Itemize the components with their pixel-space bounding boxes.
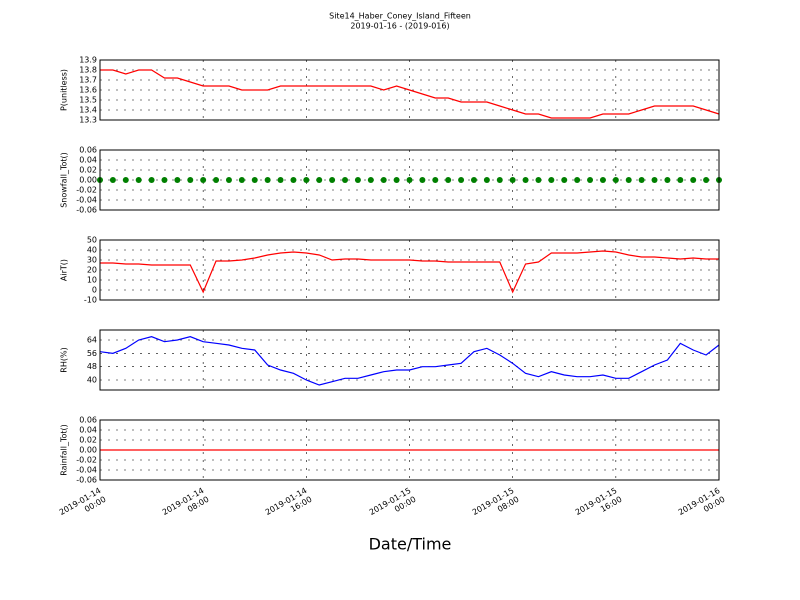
data-point <box>483 177 490 183</box>
y-tick-label: 0.04 <box>79 426 97 435</box>
y-tick-label: 13.8 <box>79 66 97 75</box>
data-point <box>161 177 168 183</box>
data-point <box>432 177 439 183</box>
y-tick-label: 0 <box>92 286 97 295</box>
y-tick-label: -0.04 <box>76 196 97 205</box>
data-point <box>380 177 387 183</box>
data-point <box>200 177 207 183</box>
data-point <box>277 177 284 183</box>
data-point <box>316 177 323 183</box>
data-point <box>522 177 529 183</box>
data-point <box>290 177 297 183</box>
y-tick-label: -0.04 <box>76 466 97 475</box>
data-point <box>703 177 710 183</box>
y-tick-label: 48 <box>87 362 97 371</box>
data-point <box>690 177 697 183</box>
data-point <box>238 177 245 183</box>
y-tick-label: 40 <box>87 376 97 385</box>
data-point <box>548 177 555 183</box>
y-tick-label: 40 <box>87 246 97 255</box>
data-point <box>496 177 503 183</box>
data-point <box>213 177 220 183</box>
y-tick-label: 0.06 <box>79 416 97 425</box>
y-tick-label: 0.02 <box>79 166 97 175</box>
y-tick-label: 50 <box>87 236 97 245</box>
data-point <box>445 177 452 183</box>
data-point <box>638 177 645 183</box>
y-axis-label: Snowfall_Tot() <box>60 152 69 208</box>
data-point <box>535 177 542 183</box>
data-point <box>225 177 232 183</box>
y-tick-label: 56 <box>87 349 97 358</box>
data-point <box>342 177 349 183</box>
axes-frame <box>99 419 720 481</box>
y-tick-label: 13.7 <box>79 76 97 85</box>
data-point <box>677 177 684 183</box>
data-line <box>100 69 720 119</box>
x-axis-label: Date/Time <box>369 535 452 554</box>
data-point <box>393 177 400 183</box>
data-point <box>251 177 258 183</box>
y-tick-label: 20 <box>87 266 97 275</box>
y-axis-label: P(unitless) <box>60 69 69 111</box>
data-point <box>458 177 465 183</box>
data-point <box>419 177 426 183</box>
data-point <box>574 177 581 183</box>
chart-subtitle: 2019-01-16 - (2019-016) <box>350 22 449 31</box>
data-point <box>406 177 413 183</box>
y-tick-label: 10 <box>87 276 97 285</box>
y-axis-label: Rainfall_Tot() <box>60 424 69 476</box>
data-point <box>174 177 181 183</box>
axes-frame <box>99 329 720 391</box>
data-point <box>187 177 194 183</box>
y-tick-label: -0.06 <box>76 476 97 485</box>
y-tick-label: 0.00 <box>79 446 97 455</box>
axes-frame <box>99 59 720 121</box>
data-point <box>561 177 568 183</box>
y-tick-label: -0.02 <box>76 186 97 195</box>
data-point <box>329 177 336 183</box>
y-tick-label: 0.04 <box>79 156 97 165</box>
data-point <box>148 177 155 183</box>
data-point <box>509 177 516 183</box>
data-point <box>135 177 142 183</box>
y-tick-label: 30 <box>87 256 97 265</box>
y-tick-label: 13.4 <box>79 106 97 115</box>
data-point <box>587 177 594 183</box>
y-tick-label: 13.5 <box>79 96 97 105</box>
data-point <box>625 177 632 183</box>
data-point <box>109 177 116 183</box>
y-tick-label: 0.02 <box>79 436 97 445</box>
y-tick-label: -10 <box>84 296 97 305</box>
y-tick-label: -0.06 <box>76 206 97 215</box>
data-line <box>99 336 720 386</box>
data-point <box>470 177 477 183</box>
data-point <box>612 177 619 183</box>
data-point <box>122 177 129 183</box>
data-point <box>599 177 606 183</box>
y-tick-label: 0.06 <box>79 146 97 155</box>
chart-title: Site14_Haber_Coney_Island_Fifteen <box>329 12 471 21</box>
data-point <box>354 177 361 183</box>
data-point <box>367 177 374 183</box>
y-axis-label: RH(%) <box>60 347 69 372</box>
y-tick-label: 0.00 <box>79 176 97 185</box>
y-tick-label: 64 <box>87 336 97 345</box>
axes-frame <box>99 149 720 211</box>
y-tick-label: 13.6 <box>79 86 97 95</box>
y-axis-label: AirT() <box>60 259 69 281</box>
data-point <box>303 177 310 183</box>
data-point <box>664 177 671 183</box>
axes-frame <box>99 239 720 301</box>
data-point <box>264 177 271 183</box>
data-point <box>651 177 658 183</box>
y-tick-label: -0.02 <box>76 456 97 465</box>
data-line <box>100 250 719 294</box>
y-tick-label: 13.3 <box>79 116 97 125</box>
y-tick-label: 13.9 <box>79 56 97 65</box>
